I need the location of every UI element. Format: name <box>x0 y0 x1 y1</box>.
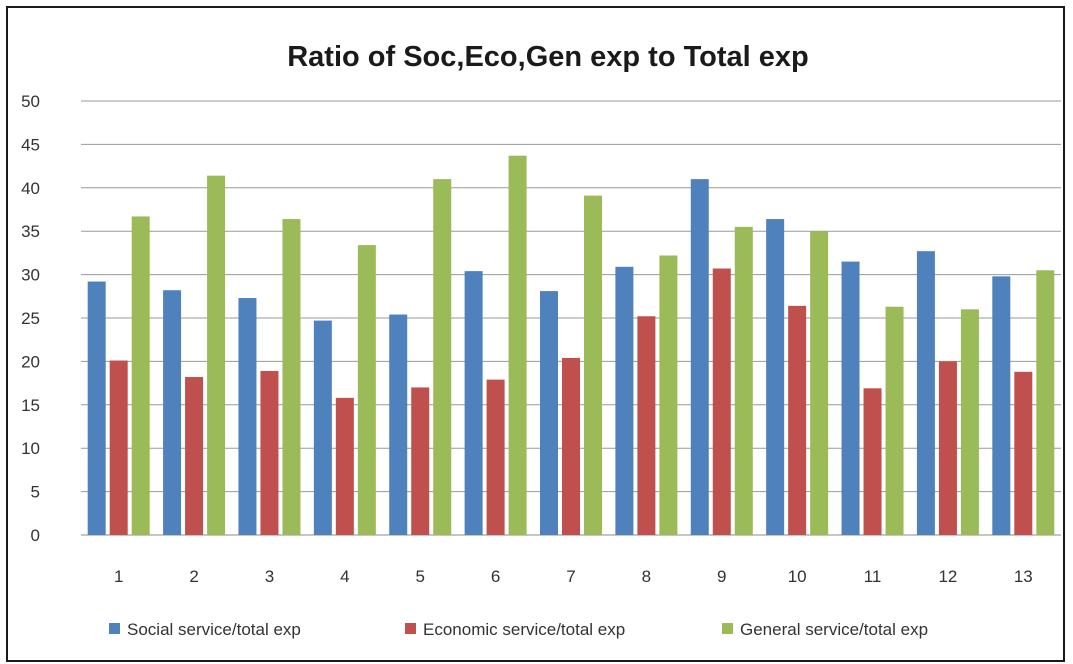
bar-social <box>690 179 709 535</box>
bar-economic <box>788 305 807 535</box>
bar-economic <box>637 316 656 535</box>
x-tick-label: 2 <box>189 567 198 586</box>
bar-general <box>734 226 753 536</box>
bar-social <box>163 290 182 535</box>
x-tick-label: 10 <box>788 567 807 586</box>
y-tick-label: 25 <box>21 309 40 328</box>
bar-social <box>238 298 257 535</box>
y-tick-label: 15 <box>21 396 40 415</box>
x-tick-label: 4 <box>340 567 349 586</box>
legend-swatch <box>109 623 120 634</box>
x-axis-ticks: 1 2 3 4 5 6 7 8 9 10 11 12 13 <box>114 567 1033 586</box>
bar-economic <box>411 387 430 535</box>
bar-social <box>615 266 634 535</box>
y-tick-label: 0 <box>31 526 40 545</box>
bar-general <box>810 231 829 535</box>
x-tick-label: 12 <box>938 567 957 586</box>
bar-economic <box>1014 371 1033 535</box>
bar-general <box>433 179 452 535</box>
bar-social <box>766 219 785 535</box>
chart-frame: Ratio of Soc,Eco,Gen exp to Total exp 0 5… <box>6 6 1065 662</box>
bar-social <box>464 271 483 535</box>
bar-economic <box>562 357 580 535</box>
bar-social <box>992 276 1011 535</box>
y-tick-label: 10 <box>21 439 40 458</box>
bar-general <box>508 155 527 535</box>
y-tick-label: 5 <box>31 483 40 502</box>
y-tick-label: 40 <box>21 179 40 198</box>
bar-social <box>389 314 408 535</box>
legend-label: Social service/total exp <box>127 620 301 639</box>
bar-economic <box>335 397 354 535</box>
bar-general <box>584 195 602 535</box>
bar-economic <box>185 377 204 535</box>
x-tick-label: 5 <box>415 567 424 586</box>
y-tick-label: 50 <box>21 92 40 111</box>
bar-chart: Ratio of Soc,Eco,Gen exp to Total exp 0 5… <box>21 41 1061 639</box>
bar-economic <box>863 388 882 535</box>
bar-general <box>960 309 979 535</box>
bar-social <box>916 251 935 535</box>
y-axis-ticks: 0 5 10 15 20 25 30 35 40 45 50 <box>21 92 40 545</box>
y-tick-label: 20 <box>21 352 40 371</box>
legend-swatch <box>722 623 733 634</box>
bar-general <box>207 175 226 535</box>
bar-social <box>313 320 332 535</box>
x-tick-label: 9 <box>717 567 726 586</box>
bar-social <box>841 261 860 535</box>
x-tick-label: 1 <box>114 567 123 586</box>
x-tick-label: 11 <box>864 567 882 586</box>
x-tick-label: 6 <box>491 567 500 586</box>
bars <box>87 155 1055 536</box>
x-tick-label: 13 <box>1014 567 1033 586</box>
legend-label: Economic service/total exp <box>423 620 625 639</box>
bar-economic <box>260 370 279 535</box>
y-tick-label: 45 <box>21 135 40 154</box>
bar-general <box>357 245 376 535</box>
bar-social <box>540 291 558 535</box>
bar-economic <box>938 361 957 535</box>
bar-general <box>282 219 301 535</box>
bar-general <box>659 255 678 535</box>
bar-general <box>885 306 904 535</box>
bar-economic <box>712 268 731 535</box>
bar-general <box>131 216 150 535</box>
bar-economic <box>486 379 505 535</box>
legend-label: General service/total exp <box>740 620 928 639</box>
chart-title: Ratio of Soc,Eco,Gen exp to Total exp <box>287 41 809 73</box>
y-tick-label: 30 <box>21 266 40 285</box>
bar-social <box>87 281 106 535</box>
x-tick-label: 8 <box>642 567 651 586</box>
x-tick-label: 3 <box>265 567 274 586</box>
y-tick-label: 35 <box>21 222 40 241</box>
legend-swatch <box>405 623 416 634</box>
bar-general <box>1036 270 1055 535</box>
bar-economic <box>109 360 128 535</box>
legend: Social service/total exp Economic service… <box>109 620 928 639</box>
x-tick-label: 7 <box>566 567 575 586</box>
